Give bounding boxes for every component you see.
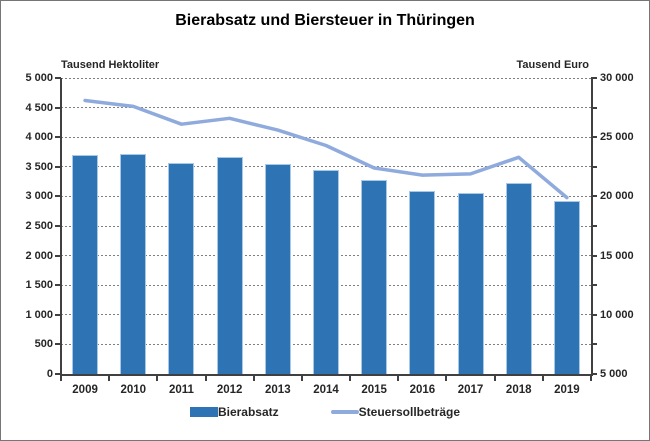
right-axis-tick-label: 10 000 xyxy=(600,308,634,321)
x-axis-tick xyxy=(445,376,448,381)
gridline xyxy=(61,136,591,138)
left-axis-tick xyxy=(55,77,61,79)
bar-2017 xyxy=(457,193,484,374)
right-axis-unit-label: Tausend Euro xyxy=(516,59,589,71)
left-axis-tick-label: 4 000 xyxy=(25,131,53,144)
legend-item-steuersollbetraege: Steuersollbeträge xyxy=(330,405,461,419)
left-axis-tick-label: 2 000 xyxy=(25,249,53,262)
left-axis-tick-label: 500 xyxy=(34,338,53,351)
left-axis-unit-label: Tausend Hektoliter xyxy=(61,59,160,71)
bar-2009 xyxy=(72,154,99,374)
bottom-axis-line xyxy=(59,374,593,376)
right-axis-tick xyxy=(591,343,597,346)
bar-2012 xyxy=(216,157,243,374)
left-axis-tick xyxy=(55,373,61,375)
bar-2011 xyxy=(168,162,195,374)
chart-title: Bierabsatz und Biersteuer in Thüringen xyxy=(175,12,475,29)
left-axis-tick xyxy=(55,225,61,227)
right-axis-line xyxy=(590,78,593,376)
left-axis-tick xyxy=(55,136,61,139)
left-axis-tick xyxy=(55,343,61,346)
bar-2016 xyxy=(409,191,436,374)
left-axis-tick xyxy=(55,284,61,287)
gridline xyxy=(61,107,591,109)
x-axis-tick xyxy=(60,376,62,381)
x-axis-label-2011: 2011 xyxy=(168,384,194,396)
bar-2018 xyxy=(505,182,532,374)
line-series-swatch-icon xyxy=(330,410,359,414)
left-axis-tick xyxy=(55,313,61,316)
left-axis-line xyxy=(59,78,62,376)
legend-label-steuersollbetraege: Steuersollbeträge xyxy=(358,405,461,419)
x-axis-label-2017: 2017 xyxy=(457,384,484,396)
right-axis-tick xyxy=(591,165,597,168)
x-axis-label-2012: 2012 xyxy=(216,384,243,396)
right-axis-tick-label: 25 000 xyxy=(600,131,634,144)
left-axis-tick-label: 1 500 xyxy=(25,279,53,292)
bar-2013 xyxy=(264,163,291,374)
x-axis-tick xyxy=(300,376,303,381)
right-axis-tick xyxy=(591,225,597,227)
right-axis-tick-label: 5 000 xyxy=(600,368,628,380)
gridline xyxy=(61,77,591,79)
legend-label-bierabsatz: Bierabsatz xyxy=(217,405,279,419)
right-axis-tick-label: 15 000 xyxy=(600,249,634,262)
left-axis-tick-label: 2 500 xyxy=(25,220,53,232)
x-axis-label-2014: 2014 xyxy=(313,384,339,396)
x-axis-tick xyxy=(541,376,544,381)
right-axis-tick xyxy=(591,254,597,257)
legend: Bierabsatz Steuersollbeträge xyxy=(1,405,649,419)
x-axis-tick xyxy=(397,376,400,381)
x-axis-tick xyxy=(590,376,592,381)
legend-item-bierabsatz: Bierabsatz xyxy=(189,405,279,419)
left-axis-tick-label: 5 000 xyxy=(25,72,53,84)
right-axis-tick xyxy=(591,195,597,198)
right-axis-tick xyxy=(591,373,597,375)
right-axis-tick xyxy=(591,313,597,316)
bar-2010 xyxy=(120,153,147,374)
x-axis-tick xyxy=(204,376,207,381)
left-axis-tick-label: 1 000 xyxy=(25,308,53,321)
right-axis-tick-label: 30 000 xyxy=(600,72,634,84)
x-axis-tick xyxy=(108,376,111,381)
x-axis-label-2019: 2019 xyxy=(554,384,580,396)
x-axis-tick xyxy=(493,376,496,381)
x-axis-label-2016: 2016 xyxy=(409,384,436,396)
left-axis-tick-label: 4 500 xyxy=(25,101,53,114)
x-axis-tick xyxy=(349,376,352,381)
right-axis-tick xyxy=(591,106,597,109)
bar-2019 xyxy=(553,201,580,374)
right-axis-tick xyxy=(591,284,597,287)
x-axis-label-2013: 2013 xyxy=(265,384,291,396)
bar-2014 xyxy=(313,169,339,374)
left-axis-tick xyxy=(55,195,61,198)
left-axis-tick xyxy=(55,106,61,109)
right-axis-tick xyxy=(591,136,597,139)
left-axis-tick xyxy=(55,254,61,257)
x-axis-tick xyxy=(252,376,255,381)
x-axis-label-2018: 2018 xyxy=(505,384,532,396)
left-axis-tick-label: 3 500 xyxy=(25,160,53,173)
right-axis-tick-label: 20 000 xyxy=(600,190,634,203)
left-axis-tick-label: 0 xyxy=(46,368,53,380)
x-axis-label-2009: 2009 xyxy=(72,384,98,396)
x-axis-label-2010: 2010 xyxy=(120,384,147,396)
x-axis-label-2015: 2015 xyxy=(361,384,387,396)
right-axis-tick xyxy=(591,77,597,79)
bar-series-swatch-icon xyxy=(189,407,218,417)
left-axis-tick-label: 3 000 xyxy=(25,190,53,203)
left-axis-tick xyxy=(55,165,61,168)
x-axis-tick xyxy=(156,376,159,381)
bar-2015 xyxy=(361,180,388,374)
